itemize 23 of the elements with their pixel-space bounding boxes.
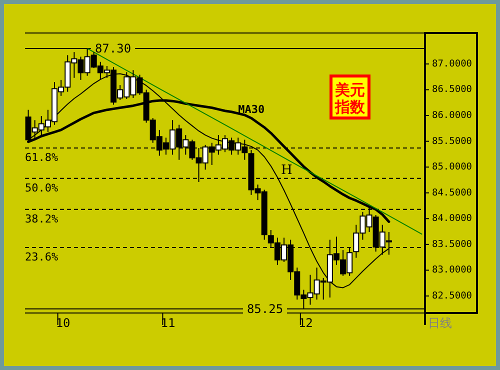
annotation: 23.6%: [25, 250, 58, 264]
text: 美元指数: [334, 81, 366, 116]
x-tick-label: 10: [56, 316, 70, 330]
annotation: 85.25: [246, 302, 284, 316]
ref-line-label: 87.30: [94, 41, 132, 56]
x-tick-label: 11: [160, 316, 176, 330]
annotation: 50.0%: [25, 181, 58, 194]
y-tick-label: 83.0000: [432, 264, 472, 276]
annotation: 38.2%: [25, 212, 58, 226]
annotation: H: [281, 163, 292, 178]
y-tick-label: 86.5000: [432, 84, 472, 96]
y-tick-label: 87.0000: [432, 58, 472, 70]
text: 日线: [428, 316, 452, 330]
y-tick-label: 85.0000: [432, 162, 472, 173]
series-label: MA30: [238, 103, 265, 116]
annotation: 61.8%: [25, 150, 58, 164]
x-tick-label: 12: [298, 316, 313, 330]
y-tick-label: 86.0000: [432, 110, 472, 122]
y-tick-label: 83.5000: [432, 238, 472, 250]
y-tick-label: 82.5000: [432, 290, 472, 302]
y-tick-label: 85.5000: [432, 136, 472, 147]
y-tick-label: 84.5000: [432, 187, 472, 198]
y-tick-label: 84.0000: [432, 213, 472, 224]
